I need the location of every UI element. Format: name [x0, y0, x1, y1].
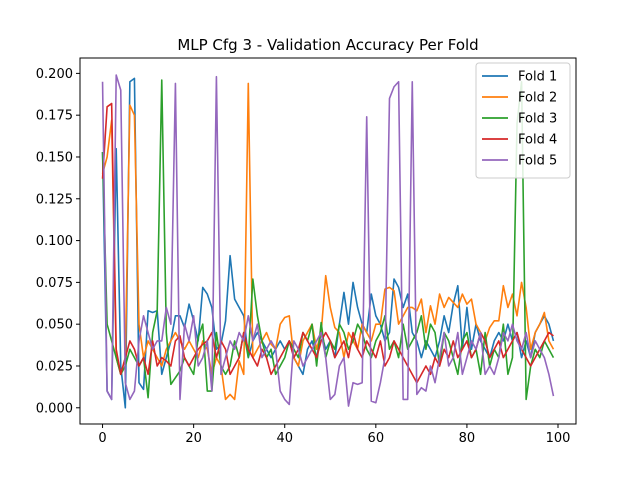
y-tick-label: 0.200 — [36, 67, 73, 82]
legend-box — [475, 62, 571, 179]
x-tick-label: 40 — [276, 431, 293, 446]
y-tick-label: 0.000 — [36, 401, 73, 416]
x-axis: 0 20 40 60 80 100 — [98, 424, 570, 446]
legend-label-fold-1: Fold 1 — [518, 70, 557, 85]
x-tick-label: 80 — [459, 431, 476, 446]
y-tick-label: 0.050 — [36, 318, 73, 333]
legend-label-fold-2: Fold 2 — [518, 91, 557, 106]
y-tick-label: 0.025 — [36, 359, 73, 374]
y-tick-label: 0.175 — [36, 109, 73, 124]
series-line-fold-5 — [101, 74, 555, 407]
legend: Fold 1 Fold 2 Fold 3 Fold 4 Fold 5 — [475, 62, 571, 179]
y-tick-label: 0.075 — [36, 276, 73, 291]
y-axis: 0.000 0.025 0.050 0.075 0.100 0.125 0.150 0.175… — [36, 67, 80, 416]
legend-label-fold-3: Fold 3 — [518, 112, 557, 127]
series-line-fold-1 — [101, 77, 555, 409]
y-tick-label: 0.100 — [36, 234, 73, 249]
x-tick-label: 60 — [368, 431, 385, 446]
x-tick-label: 0 — [98, 431, 106, 446]
chart-title: MLP Cfg 3 - Validation Accuracy Per Fold — [177, 36, 478, 54]
y-tick-label: 0.125 — [36, 192, 73, 207]
x-tick-label: 20 — [185, 431, 202, 446]
series-line-fold-2 — [101, 82, 555, 401]
legend-label-fold-4: Fold 4 — [518, 133, 557, 148]
series-group — [101, 74, 555, 409]
legend-label-fold-5: Fold 5 — [518, 154, 557, 169]
series-line-fold-3 — [101, 79, 555, 401]
x-tick-label: 100 — [546, 431, 571, 446]
y-tick-label: 0.150 — [36, 150, 73, 165]
